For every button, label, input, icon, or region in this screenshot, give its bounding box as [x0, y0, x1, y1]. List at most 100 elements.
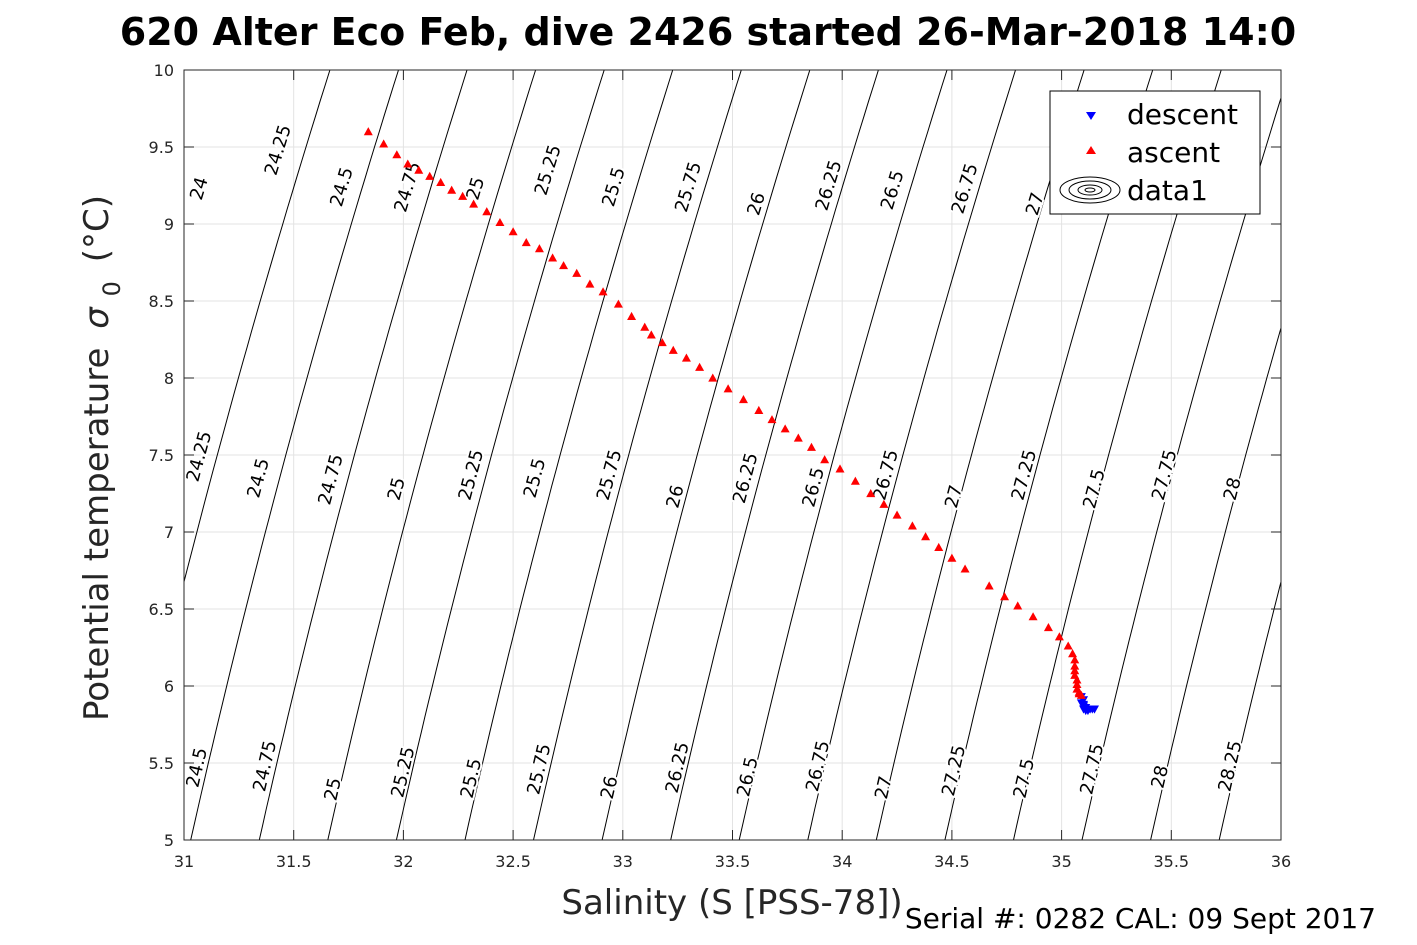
ascent-point — [960, 564, 970, 573]
descent-point — [1090, 705, 1100, 714]
ascent-point — [723, 384, 733, 393]
ascent-point — [1072, 675, 1082, 684]
ascent-point — [1068, 649, 1078, 658]
ascent-point — [640, 322, 650, 331]
ascent-point — [934, 542, 944, 551]
ascent-point — [548, 253, 558, 262]
legend-descent: descent — [1127, 98, 1238, 131]
isopycnal-26 — [670, 70, 879, 840]
isopycnal-25.25 — [464, 70, 674, 840]
ascent-point — [458, 191, 468, 200]
isopycnal-25.5 — [533, 70, 742, 840]
ascent-point — [780, 424, 790, 433]
y-tick-label: 5.5 — [149, 754, 174, 773]
ascent-point — [1070, 666, 1080, 675]
axes: 31 31.5 32 32.5 33 33.5 34 34.5 35 35.5 36 5 5.5 6 6.5… — [149, 61, 1292, 871]
ascent-point — [708, 373, 718, 382]
ascent-point — [627, 311, 637, 320]
ascent-point — [436, 177, 446, 187]
data-series — [363, 127, 1100, 716]
chart-title: 620 Alter Eco Feb, dive 2426 started 26-… — [120, 10, 1296, 54]
ascent-point — [1070, 661, 1080, 670]
ascent-point — [835, 464, 845, 473]
x-tick-label: 31 — [174, 852, 194, 871]
ascent-point — [907, 521, 917, 530]
x-tick-label: 32.5 — [495, 852, 531, 871]
y-tick-label: 8.5 — [149, 292, 174, 311]
ascent-point — [820, 455, 830, 464]
ascent-point — [1054, 632, 1064, 641]
ascent-point — [559, 261, 569, 270]
x-tick-label: 35 — [1051, 852, 1071, 871]
y-tick-label: 9 — [164, 215, 174, 234]
isopycnal-24.5 — [258, 70, 468, 840]
descent-marker-icon — [1086, 112, 1096, 120]
isopycnal-26.5 — [807, 70, 1016, 840]
ascent-point — [738, 395, 748, 404]
ascent-point — [521, 237, 531, 247]
isopycnal-25.75 — [601, 70, 811, 840]
x-tick-label: 32 — [393, 852, 413, 871]
ascent-point — [1028, 612, 1038, 621]
ascent-point — [1043, 622, 1053, 632]
ascent-point — [947, 553, 957, 562]
ascent-point — [681, 353, 691, 362]
legend-data1: data1 — [1127, 174, 1208, 207]
ascent-point — [767, 415, 777, 424]
descent-point — [1083, 705, 1093, 714]
ascent-point — [414, 165, 424, 174]
y-axis-label-subscript: 0 — [98, 281, 126, 296]
y-tick-label: 9.5 — [149, 138, 174, 157]
ascent-point — [921, 532, 931, 541]
x-tick-label: 31.5 — [276, 852, 312, 871]
x-axis-label: Salinity (S [PSS-78]) — [561, 883, 902, 923]
ascent-point — [646, 330, 656, 339]
ascent-point — [657, 338, 667, 347]
ascent-point — [1000, 592, 1010, 601]
ascent-point — [892, 510, 902, 519]
y-axis-label-main: Potential temperature — [77, 348, 117, 721]
ascent-point — [695, 362, 705, 371]
ascent-point — [495, 217, 505, 227]
y-tick-label: 8 — [164, 369, 174, 388]
y-tick-label: 7.5 — [149, 446, 174, 465]
ascent-point — [1070, 655, 1080, 664]
y-tick-label: 6.5 — [149, 600, 174, 619]
isopycnal-28 — [1218, 579, 1281, 840]
footer-serial-cal: Serial #: 0282 CAL: 09 Sept 2017 — [905, 902, 1376, 935]
isopycnal-26.25 — [738, 70, 948, 840]
ascent-point — [508, 227, 518, 236]
y-axis-label-unit: (°C) — [77, 195, 117, 262]
ascent-point — [363, 127, 373, 136]
ascent-point — [585, 279, 595, 288]
ascent-point — [613, 299, 623, 308]
ascent-point — [534, 244, 544, 253]
ascent-point — [403, 159, 413, 168]
ascent-point — [793, 433, 803, 442]
series-ascent — [363, 127, 1086, 699]
y-tick-label: 10 — [154, 61, 174, 80]
y-tick-label: 6 — [164, 677, 174, 696]
x-tick-label: 34 — [832, 852, 852, 871]
ascent-point — [447, 185, 457, 194]
x-tick-label: 33 — [613, 852, 633, 871]
x-tick-label: 35.5 — [1153, 852, 1189, 871]
ascent-point — [850, 476, 860, 485]
y-axis-label: Potential temperature σ 0 (°C) — [77, 195, 129, 721]
legend-box — [1049, 90, 1261, 215]
contour-legend-icon — [1059, 176, 1121, 204]
ascent-point — [1072, 679, 1082, 689]
ascent-point — [866, 489, 876, 498]
ascent-point — [879, 499, 889, 508]
density-contours — [184, 70, 1281, 840]
ascent-point — [1076, 690, 1086, 699]
isopycnal-25 — [395, 70, 605, 840]
ascent-point — [668, 345, 678, 354]
ascent-point — [379, 139, 389, 148]
ascent-point — [572, 268, 582, 277]
ascent-point — [482, 207, 492, 216]
x-tick-label: 34.5 — [934, 852, 970, 871]
y-tick-label: 7 — [164, 523, 174, 542]
isopycnal-24 — [184, 70, 331, 584]
isopycnal-26.75 — [875, 70, 1085, 840]
